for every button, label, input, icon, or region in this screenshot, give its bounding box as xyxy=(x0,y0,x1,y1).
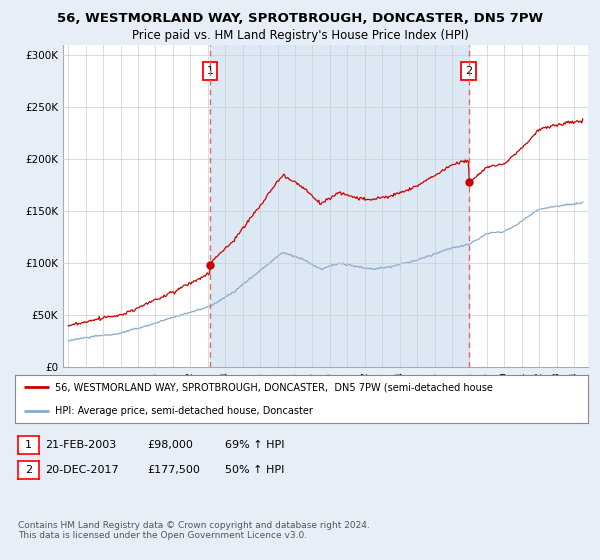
Text: £177,500: £177,500 xyxy=(147,465,200,475)
Text: 1: 1 xyxy=(25,440,32,450)
Text: 2: 2 xyxy=(25,465,32,475)
Text: 69% ↑ HPI: 69% ↑ HPI xyxy=(225,440,284,450)
Bar xyxy=(210,45,469,367)
Text: £98,000: £98,000 xyxy=(147,440,193,450)
Text: 1: 1 xyxy=(206,66,214,76)
Text: HPI: Average price, semi-detached house, Doncaster: HPI: Average price, semi-detached house,… xyxy=(55,406,313,416)
Text: 50% ↑ HPI: 50% ↑ HPI xyxy=(225,465,284,475)
Text: 20-DEC-2017: 20-DEC-2017 xyxy=(45,465,119,475)
Text: 56, WESTMORLAND WAY, SPROTBROUGH, DONCASTER,  DN5 7PW (semi-detached house: 56, WESTMORLAND WAY, SPROTBROUGH, DONCAS… xyxy=(55,382,493,392)
Text: Contains HM Land Registry data © Crown copyright and database right 2024.
This d: Contains HM Land Registry data © Crown c… xyxy=(18,521,370,540)
Text: Price paid vs. HM Land Registry's House Price Index (HPI): Price paid vs. HM Land Registry's House … xyxy=(131,29,469,42)
Text: 56, WESTMORLAND WAY, SPROTBROUGH, DONCASTER, DN5 7PW: 56, WESTMORLAND WAY, SPROTBROUGH, DONCAS… xyxy=(57,12,543,25)
Text: 21-FEB-2003: 21-FEB-2003 xyxy=(45,440,116,450)
Text: 2: 2 xyxy=(466,66,472,76)
